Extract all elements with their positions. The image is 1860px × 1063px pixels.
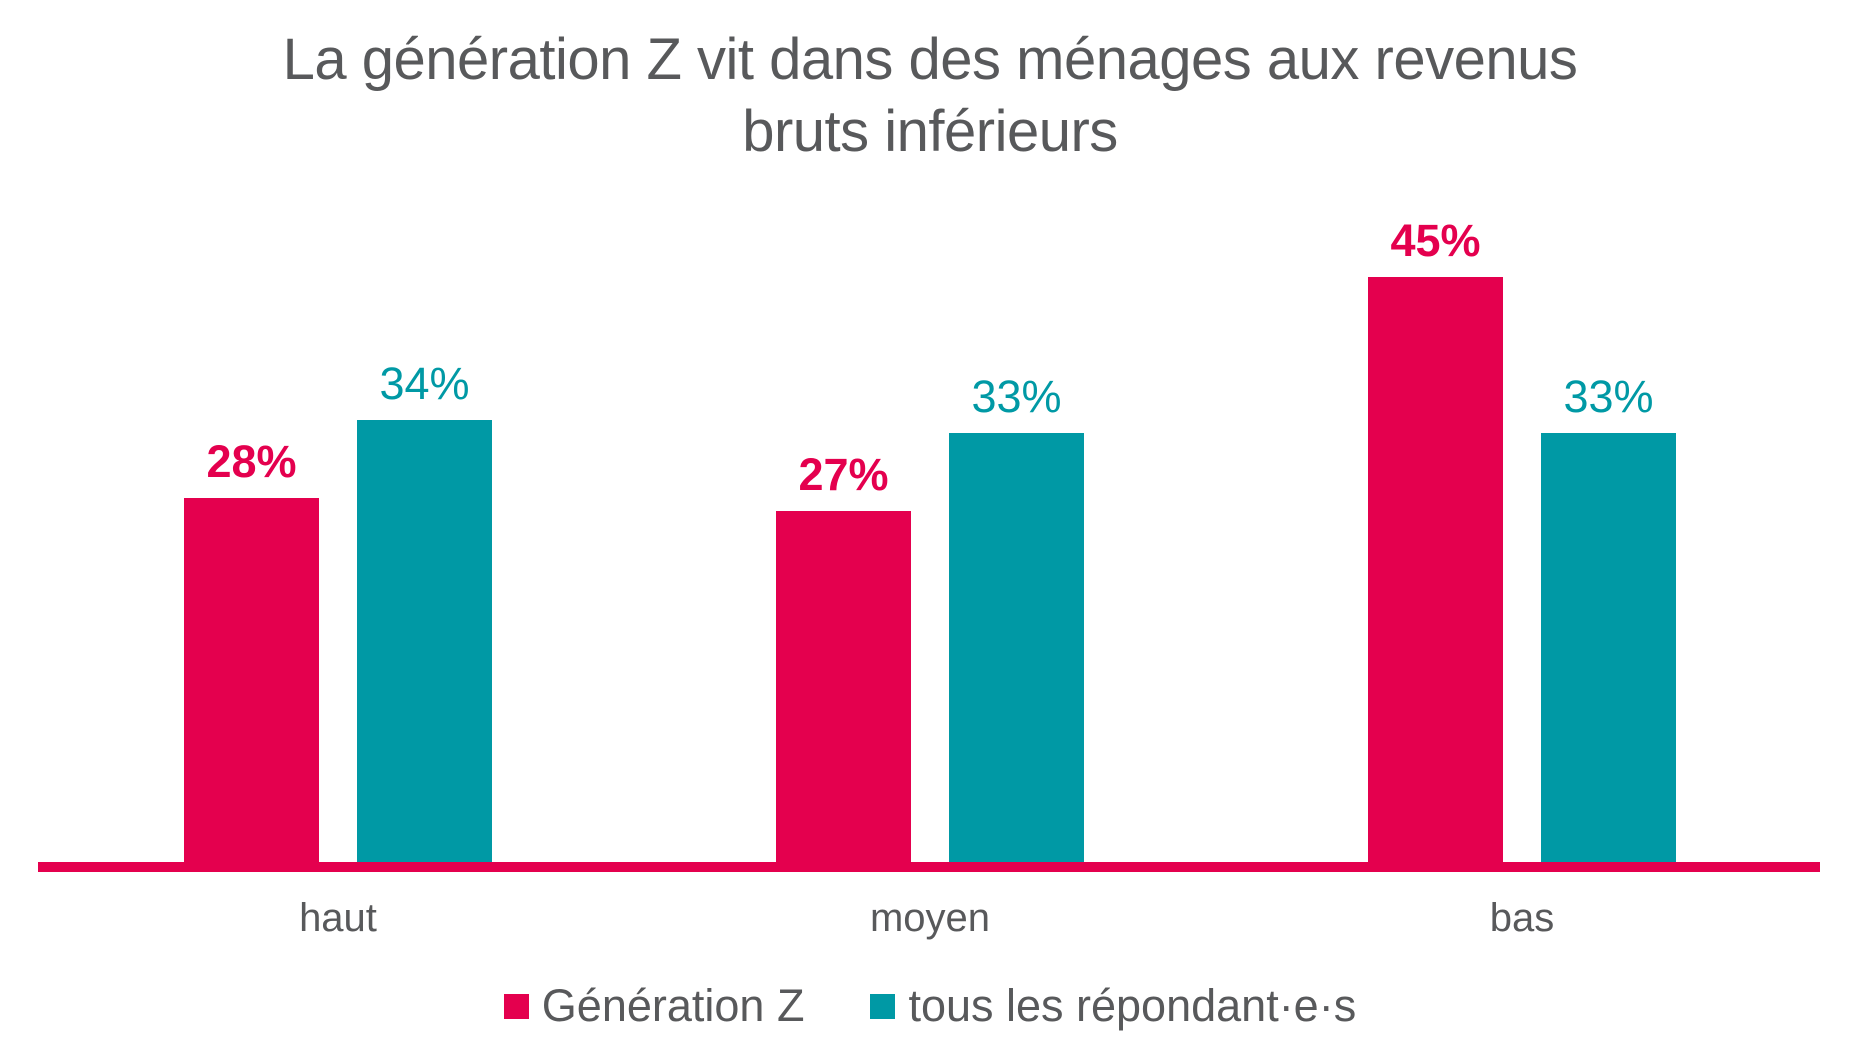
bar-group-bas: 45% 33% (1368, 218, 1676, 862)
chart-title-line-1: La génération Z vit dans des ménages aux… (282, 27, 1578, 92)
bar (184, 498, 319, 862)
bar-wrap-moyen-series-0: 27% (776, 452, 911, 862)
category-label-haut: haut (299, 896, 377, 940)
bar-value-label: 33% (1563, 371, 1654, 422)
legend-swatch-icon (870, 993, 896, 1019)
bar (1541, 433, 1676, 862)
bar-value-label: 45% (1390, 215, 1481, 266)
bar-wrap-haut-series-1: 34% (357, 361, 492, 862)
legend-label: tous les répondant·e·s (908, 980, 1357, 1031)
legend-item-1: tous les répondant·e·s (870, 980, 1356, 1032)
x-axis-line (38, 862, 1820, 872)
bar-wrap-bas-series-1: 33% (1541, 374, 1676, 862)
legend-item-0: Génération Z (503, 980, 805, 1032)
legend-label: Génération Z (541, 980, 805, 1031)
bar-value-label: 33% (971, 371, 1062, 422)
bar (776, 511, 911, 862)
bar-group-moyen: 27% 33% (776, 374, 1084, 862)
category-axis-labels: haut moyen bas (184, 896, 1676, 941)
legend-swatch-icon (503, 993, 529, 1019)
chart-title: La génération Z vit dans des ménages aux… (0, 24, 1860, 168)
bar-group-haut: 28% 34% (184, 361, 492, 862)
bar (949, 433, 1084, 862)
category-label-moyen: moyen (869, 896, 991, 940)
bar-wrap-moyen-series-1: 33% (949, 374, 1084, 862)
bar-value-label: 28% (206, 436, 297, 487)
bar-wrap-bas-series-0: 45% (1368, 218, 1503, 862)
bar-value-label: 27% (798, 449, 889, 500)
bar-value-label: 34% (379, 358, 470, 409)
plot-area: 28% 34% 27% 33% 45% 33% (184, 218, 1676, 862)
legend: Génération Z tous les répondant·e·s (0, 980, 1860, 1032)
bar (357, 420, 492, 862)
chart-title-line-2: bruts inférieurs (742, 98, 1118, 164)
category-label-bas: bas (1489, 896, 1555, 940)
bar-wrap-haut-series-0: 28% (184, 439, 319, 862)
bar (1368, 277, 1503, 862)
